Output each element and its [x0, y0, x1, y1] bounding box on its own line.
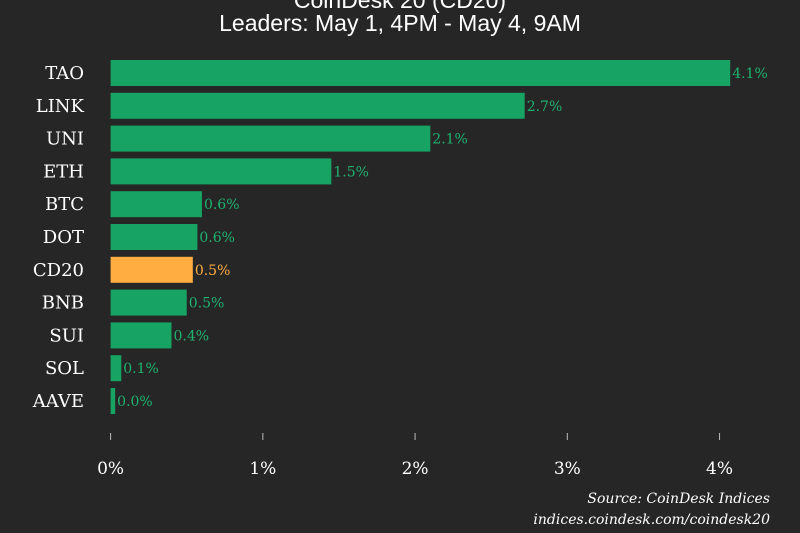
value-label-sol: 0.1% — [123, 361, 159, 377]
category-labels: TAO LINK UNI ETH BTC DOT CD20 BNB SUI SOL AAVE — [32, 63, 85, 412]
chart-title: CoinDesk 20 (CD20) — [293, 0, 507, 13]
value-label-tao: 4.1% — [732, 66, 768, 82]
value-label-aave: 0.0% — [117, 394, 153, 410]
x-tick-label: 4% — [706, 459, 733, 479]
value-label-dot: 0.6% — [199, 230, 235, 246]
source-credit: Source: CoinDesk Indices — [587, 491, 770, 507]
chart-subtitle: Leaders: May 1, 4PM - May 4, 9AM — [219, 10, 581, 36]
category-label-bnb: BNB — [42, 293, 84, 314]
bar-eth — [110, 158, 332, 185]
category-label-uni: UNI — [46, 129, 84, 150]
x-tick-label: 3% — [554, 459, 581, 479]
bar-aave — [110, 388, 116, 414]
value-label-link: 2.7% — [527, 99, 563, 115]
bar-btc — [110, 191, 202, 218]
value-label-sui: 0.4% — [174, 328, 210, 344]
value-label-eth: 1.5% — [333, 164, 369, 180]
category-label-btc: BTC — [45, 194, 84, 215]
category-label-sui: SUI — [49, 325, 84, 346]
category-label-dot: DOT — [43, 227, 84, 248]
value-label-uni: 2.1% — [432, 132, 468, 148]
value-label-bnb: 0.5% — [189, 296, 225, 312]
bar-tao — [110, 60, 731, 86]
value-label-cd20: 0.5% — [195, 263, 231, 279]
category-label-aave: AAVE — [32, 391, 84, 412]
x-tick-label: 0% — [97, 459, 124, 479]
category-label-eth: ETH — [43, 161, 84, 182]
bar-sui — [110, 322, 172, 349]
value-labels: 4.1% 2.7% 2.1% 1.5% 0.6% 0.6% 0.5% 0.5% 0.4% 0.1%… — [117, 66, 768, 410]
value-label-btc: 0.6% — [204, 197, 240, 213]
bar-bnb — [110, 289, 187, 316]
bar-sol — [110, 355, 122, 382]
x-tick-label: 1% — [249, 459, 276, 479]
x-tick-label: 2% — [402, 459, 429, 479]
category-label-tao: TAO — [45, 63, 84, 84]
category-label-link: LINK — [36, 96, 85, 117]
bar-dot — [110, 224, 198, 250]
bar-uni — [110, 125, 431, 152]
bars-group — [110, 60, 731, 414]
bar-cd20 — [110, 256, 193, 283]
source-url: indices.coindesk.com/coindesk20 — [533, 512, 770, 528]
bar-link — [110, 92, 525, 119]
x-axis: 0% 1% 2% 3% 4% — [97, 433, 733, 479]
category-label-cd20: CD20 — [33, 260, 84, 281]
category-label-sol: SOL — [45, 358, 84, 379]
